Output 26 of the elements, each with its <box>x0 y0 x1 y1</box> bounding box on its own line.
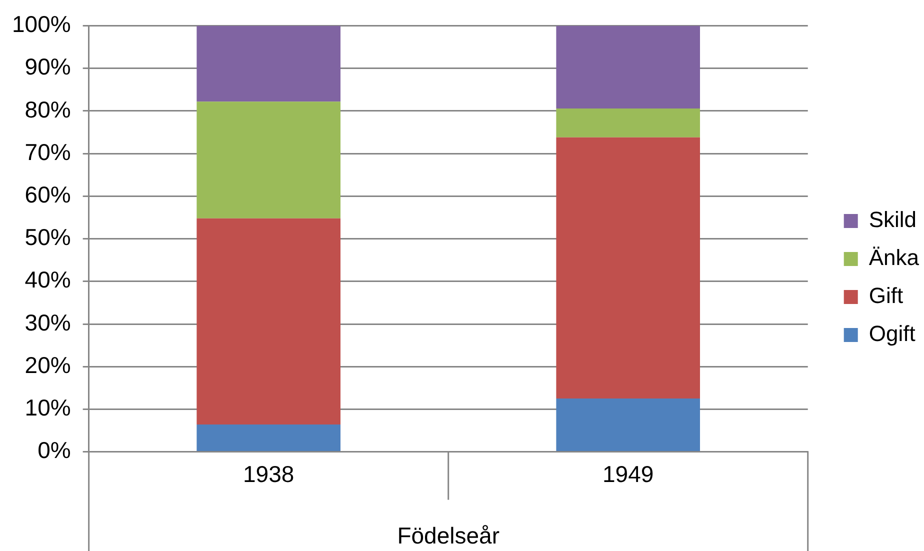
y-tick-label: 40% <box>24 266 71 293</box>
y-tick-label: 60% <box>24 182 71 208</box>
bar <box>556 398 700 452</box>
y-tick-label: 30% <box>24 309 71 336</box>
legend-label: Gift <box>868 283 904 308</box>
y-tick-label: 100% <box>12 11 71 38</box>
y-tick-label: 50% <box>24 224 71 250</box>
bar <box>196 26 340 102</box>
bar <box>196 218 340 425</box>
y-tick-label: 0% <box>38 437 71 464</box>
bar <box>556 137 700 399</box>
bar <box>196 424 340 452</box>
bar <box>556 26 700 108</box>
bar <box>556 108 700 138</box>
x-axis-title: Födelseår <box>397 522 500 549</box>
x-tick-label: 1938 <box>242 460 294 487</box>
legend-label: Ogift <box>868 321 916 346</box>
y-tick-label: 20% <box>24 352 71 378</box>
y-tick-label: 10% <box>24 394 71 421</box>
legend-label: Skild <box>868 207 917 232</box>
legend-label: Änka <box>868 245 920 270</box>
y-tick-label: 90% <box>24 54 71 80</box>
y-tick-label: 70% <box>24 138 71 165</box>
x-tick-label: 1949 <box>602 460 654 487</box>
bar <box>196 102 340 218</box>
y-tick-label: 80% <box>24 96 71 122</box>
